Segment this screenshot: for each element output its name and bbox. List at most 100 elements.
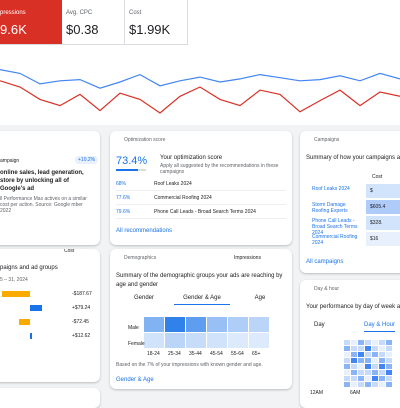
score-fill (116, 169, 138, 171)
item-name[interactable]: Roof Leaks 2024 (154, 181, 192, 187)
performance-chart (0, 69, 400, 114)
heat-cell (165, 333, 185, 348)
link[interactable]: Gender & Age (116, 377, 154, 383)
heat-cell (344, 370, 350, 375)
subheading: Apply all suggested by the recommendatio… (160, 163, 279, 175)
heat-cell (351, 382, 357, 387)
card-title: ampaign (0, 158, 20, 164)
heat-cell (186, 317, 206, 332)
heat-cell (372, 346, 378, 351)
recommendation-card: ampaign +10.2% online sales, lead generati… (0, 131, 100, 245)
heat-cell (386, 382, 392, 387)
col-label: 45-54 (210, 351, 223, 357)
card-body: online sales, lead generation, store by … (0, 170, 84, 192)
tab[interactable]: Gender (133, 295, 154, 301)
heat-cell (372, 340, 378, 345)
heat-cell (165, 317, 185, 332)
chip[interactable]: Impressions (234, 255, 261, 261)
heat-cell (386, 358, 392, 363)
column-header: Cost (372, 174, 383, 180)
item-name[interactable]: Commercial Roofing 2024 (154, 195, 212, 201)
campaign-name[interactable]: Storm Damage Roofing Experts (312, 202, 348, 214)
heat-cell (372, 376, 378, 381)
tab[interactable]: Gender & Age (174, 295, 230, 305)
summary: Your performance by day of week and (306, 304, 400, 310)
tab[interactable]: Day (314, 322, 325, 328)
heat-cell (144, 317, 164, 332)
link[interactable]: All campaigns (306, 259, 344, 265)
link[interactable]: All recommendations (116, 228, 173, 234)
heat-cell (365, 346, 371, 351)
cost-cell: $16 (366, 232, 400, 246)
campaign-name[interactable]: Roof Leaks 2024 (312, 186, 350, 192)
heat-cell (351, 370, 357, 375)
heat-cell (344, 382, 350, 387)
card-title: Demographics (124, 255, 157, 261)
card-title: Day & hour (314, 286, 340, 292)
campaign-name[interactable]: Commercial Roofing 2024 (312, 234, 358, 246)
heat-cell (379, 346, 385, 351)
heat-cell (344, 364, 350, 369)
change-label: -$187.67 (72, 291, 92, 297)
metric-tile[interactable]: pressions 9.6K (0, 0, 63, 45)
metric-tile[interactable]: Cost $1.99K (125, 0, 188, 45)
heat-cell (344, 346, 350, 351)
time-label: 6AM (350, 390, 361, 396)
heat-cell (365, 352, 371, 357)
col-label: 55-64 (231, 351, 244, 357)
change-label: +$79.24 (72, 305, 91, 311)
heat-cell (372, 364, 378, 369)
metric-value: $0.38 (66, 22, 99, 37)
divider (116, 204, 286, 205)
heat-cell (386, 370, 392, 375)
item-name[interactable]: Phone Call Leads - Broad Search Terms 20… (154, 209, 256, 215)
metric-value: $1.99K (129, 22, 171, 37)
demographics-card: Demographics Impressions Summary of the de… (110, 249, 292, 389)
optimization-card: Optimization score 73.4% Your optimization… (110, 131, 292, 245)
heat-cell (351, 376, 357, 381)
heat-cell (365, 382, 371, 387)
badge: +10.2% (75, 156, 99, 164)
change-label: +$12.62 (72, 333, 91, 339)
heat-cell (365, 358, 371, 363)
date-range: 5 – 31, 2024 (0, 277, 28, 283)
col-label: 65+ (252, 351, 261, 357)
heading: Your optimization score (160, 155, 223, 161)
footnote: Based on the 7% of your impressions with… (116, 362, 263, 368)
series-line (0, 69, 400, 89)
col-label: 25-34 (168, 351, 181, 357)
tab[interactable]: Age (254, 295, 266, 301)
divider (116, 190, 286, 191)
heat-cell (358, 370, 364, 375)
card-note: ll Performance Max actives on a similar … (0, 196, 87, 214)
card-title: Campaigns (314, 137, 340, 143)
heat-cell (344, 340, 350, 345)
heat-cell (372, 370, 378, 375)
heat-cell (379, 358, 385, 363)
tab[interactable]: Day & Hour (364, 322, 396, 332)
series-line (0, 80, 400, 114)
row-label: Male (128, 325, 139, 331)
heat-cell (249, 317, 269, 332)
heat-cell (351, 352, 357, 357)
col-label: 35-44 (189, 351, 202, 357)
card-title: Optimization score (124, 137, 166, 143)
heat-cell (379, 340, 385, 345)
day-hour-card: Day & hour Your performance by day of wee… (300, 280, 400, 408)
metric-value: 9.6K (0, 22, 27, 37)
row-label: Female (128, 341, 145, 347)
heat-cell (379, 370, 385, 375)
heat-cell (207, 333, 227, 348)
chip[interactable]: Cost (64, 249, 75, 254)
score-bar (116, 169, 146, 171)
metric-tile[interactable]: Avg. CPC $0.38 (62, 0, 125, 45)
heat-cell (358, 376, 364, 381)
campaign-name[interactable]: Phone Call Leads - Broad Search Terms 20… (312, 218, 358, 236)
heat-cell (358, 340, 364, 345)
summary: Summary of how your campaigns are p (306, 155, 400, 161)
heat-cell (358, 346, 364, 351)
heat-cell (379, 352, 385, 357)
heat-cell (365, 376, 371, 381)
heat-cell (386, 340, 392, 345)
